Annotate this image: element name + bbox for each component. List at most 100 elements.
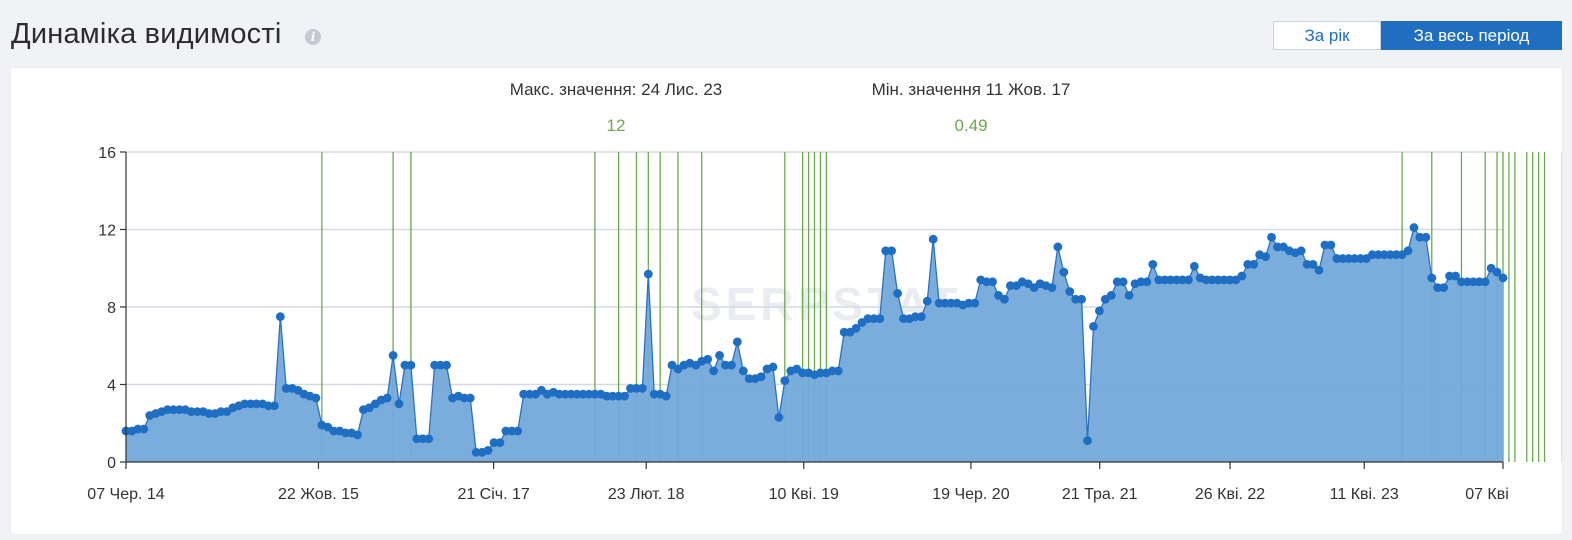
data-point [1065, 287, 1075, 296]
data-point [774, 413, 784, 422]
data-point [1308, 259, 1318, 269]
data-point [1427, 273, 1437, 283]
data-point [661, 391, 671, 401]
y-tick-label: 12 [98, 223, 116, 240]
data-point [887, 246, 897, 256]
data-point [643, 269, 653, 279]
axes: 0 4 8 12 16 07 Чер. 14 22 Жов. 15 21 Січ. 17 23 … [87, 145, 1509, 503]
data-point [768, 362, 778, 372]
data-point [1421, 232, 1431, 242]
data-point [1326, 240, 1336, 250]
data-point [1083, 436, 1092, 446]
data-point [1053, 242, 1063, 252]
data-point [1095, 306, 1104, 316]
data-points [121, 223, 1508, 457]
x-tick-label: 07 Кві [1465, 486, 1509, 503]
data-point [1237, 271, 1247, 281]
data-point [1314, 265, 1324, 275]
data-point [1077, 294, 1086, 304]
data-point [875, 314, 885, 324]
min-stat-value: 0.49 [954, 116, 988, 135]
data-point [637, 383, 647, 393]
y-tick-label: 0 [107, 455, 116, 472]
max-stat-value: 12 [606, 116, 626, 135]
data-point [1261, 252, 1270, 262]
x-tick-label: 07 Чер. 14 [87, 486, 164, 503]
data-point [893, 289, 902, 298]
max-stat: Макс. значення: 24 Лис. 23 12 [481, 80, 751, 136]
x-tick-label: 10 Кві. 19 [769, 486, 839, 503]
data-point [738, 366, 748, 376]
data-point [311, 393, 321, 403]
data-point [1403, 246, 1413, 256]
data-point [1124, 290, 1134, 300]
data-point [709, 366, 718, 376]
data-point [1189, 261, 1199, 271]
y-tick-label: 16 [98, 145, 116, 162]
data-point [833, 366, 843, 376]
data-point [139, 424, 149, 434]
x-tick-label: 21 Січ. 17 [457, 486, 529, 503]
info-icon[interactable]: i [305, 29, 321, 45]
data-point [851, 323, 861, 333]
data-point [1000, 294, 1009, 304]
y-tick-label: 4 [107, 378, 116, 395]
data-point [703, 354, 713, 364]
data-point [916, 312, 926, 322]
period-year-button[interactable]: За рік [1273, 21, 1381, 50]
data-point [1249, 259, 1259, 269]
data-point [1047, 283, 1057, 293]
data-point [388, 351, 398, 360]
data-point [727, 360, 736, 370]
period-all-button[interactable]: За весь період [1381, 21, 1562, 50]
data-point [1498, 273, 1508, 283]
data-point [1267, 232, 1276, 242]
data-point [465, 393, 475, 403]
data-point [715, 351, 724, 360]
data-point [1106, 290, 1116, 300]
period-toggle: За рік За весь період [1273, 21, 1562, 50]
data-point [382, 393, 392, 403]
data-point [269, 401, 279, 411]
data-point [1089, 321, 1098, 331]
data-point [394, 399, 404, 409]
data-point [1148, 259, 1158, 269]
data-point [513, 426, 523, 436]
max-stat-label: Макс. значення: 24 Лис. 23 [509, 80, 723, 99]
data-point [780, 376, 790, 386]
x-tick-label: 23 Лют. 18 [608, 486, 685, 503]
min-stat: Мін. значення 11 Жов. 17 0.49 [856, 80, 1086, 136]
y-tick-label: 8 [107, 300, 116, 317]
data-point [353, 430, 362, 440]
data-point [1480, 277, 1490, 287]
data-point [275, 312, 285, 322]
data-point [988, 277, 997, 287]
x-tick-label: 22 Жов. 15 [278, 486, 359, 503]
data-point [1059, 267, 1069, 277]
x-tick-label: 26 Кві. 22 [1195, 486, 1265, 503]
header: Динаміка видимості i За рік За весь пері… [0, 0, 1572, 68]
data-point [928, 234, 938, 244]
data-point [406, 360, 416, 370]
data-point [442, 360, 451, 370]
data-point [1296, 246, 1306, 256]
x-tick-label: 11 Кві. 23 [1330, 486, 1399, 503]
data-point [620, 391, 629, 401]
data-point [756, 372, 766, 382]
min-stat-label: Мін. значення 11 Жов. 17 [871, 80, 1071, 99]
data-point [483, 445, 493, 455]
data-point [1184, 275, 1193, 285]
x-tick-label: 19 Чер. 20 [932, 486, 1009, 503]
chart-card: Макс. значення: 24 Лис. 23 12 Мін. значе… [11, 68, 1562, 534]
data-point [1118, 277, 1128, 287]
data-point [1451, 271, 1460, 281]
data-point [1439, 283, 1449, 293]
data-point [1142, 277, 1152, 287]
data-point [732, 337, 742, 347]
data-point [424, 434, 434, 444]
data-point [970, 298, 980, 308]
data-point [1409, 223, 1419, 232]
data-point [495, 438, 505, 448]
data-point [1492, 267, 1502, 277]
